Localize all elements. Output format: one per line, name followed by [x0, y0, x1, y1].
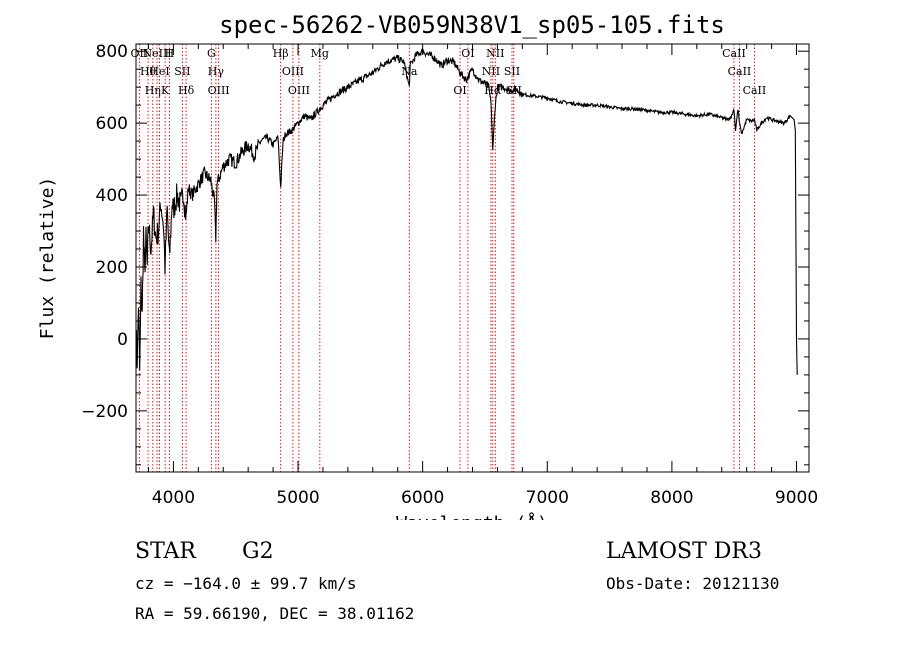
line-marker-label: OIII	[282, 65, 304, 78]
x-tick-label: 7000	[526, 488, 569, 508]
line-marker-label: Hη	[145, 84, 161, 97]
spectrum-series-line	[135, 47, 798, 375]
plot-frame	[135, 43, 810, 473]
line-marker-label: NII	[482, 65, 500, 78]
line-marker-label: Hθ	[140, 65, 157, 78]
line-marker-label: Mg	[311, 47, 329, 60]
y-tick-label: −200	[81, 402, 128, 422]
x-tick-label: 4000	[152, 488, 195, 508]
line-marker-label: Hγ	[208, 65, 225, 78]
line-marker-label: OI	[453, 84, 466, 97]
line-marker-label: G	[207, 47, 216, 60]
object-class: STAR	[135, 539, 196, 564]
x-tick-label: 6000	[401, 488, 444, 508]
line-marker-label: OIII	[208, 84, 230, 97]
line-marker-label: CaII	[722, 47, 746, 60]
axis-tick-labels: 4000 5000 6000 7000 8000 9000 −200 0 200 400 600 80…	[81, 42, 818, 508]
line-marker-label: Hβ	[273, 47, 289, 60]
observation-date: Obs-Date: 20121130	[606, 574, 780, 593]
y-tick-label: 0	[117, 330, 128, 350]
y-tick-label: 400	[96, 186, 128, 206]
line-marker-label: SII	[504, 65, 520, 78]
redshift-velocity: cz = −164.0 ± 99.7 km/s	[135, 574, 357, 593]
line-marker-label: NeIII	[142, 47, 171, 60]
line-marker-label: Hδ	[178, 84, 195, 97]
line-marker-label: H	[165, 47, 175, 60]
line-marker-label: CaII	[743, 84, 767, 97]
object-subclass: G2	[242, 539, 274, 564]
line-marker-label: OI	[461, 47, 474, 60]
line-marker-label: CaII	[728, 65, 752, 78]
y-tick-label: 600	[96, 114, 128, 134]
x-axis-label: Wavelength (Å)	[396, 512, 548, 520]
line-marker-labels: OII Hθ Hη NeIII HeI K H SII Hδ G Hγ OIII Hβ OIII OIII M…	[131, 47, 767, 97]
axis-ticks	[136, 44, 809, 472]
sky-coordinates: RA = 59.66190, DEC = 38.01162	[135, 604, 415, 623]
x-tick-label: 9000	[775, 488, 818, 508]
line-marker-label: HeI	[149, 65, 169, 78]
x-tick-label: 5000	[276, 488, 319, 508]
line-marker-label: K	[161, 84, 170, 97]
y-axis-label: Flux (relative)	[37, 177, 58, 340]
spectrum-chart: spec-56262-VB059N38V1_sp05-105.fits OIIH…	[37, 11, 818, 520]
survey-name: LAMOST DR3	[606, 539, 762, 564]
y-tick-label: 200	[96, 258, 128, 278]
chart-title: spec-56262-VB059N38V1_sp05-105.fits	[219, 11, 725, 39]
line-marker-label: SII	[174, 65, 190, 78]
line-marker-label: OIII	[288, 84, 310, 97]
x-tick-label: 8000	[650, 488, 693, 508]
line-marker-label: OII	[131, 47, 149, 60]
line-marker-label: NII	[486, 47, 504, 60]
y-tick-label: 800	[96, 42, 128, 62]
line-markers	[138, 44, 755, 472]
